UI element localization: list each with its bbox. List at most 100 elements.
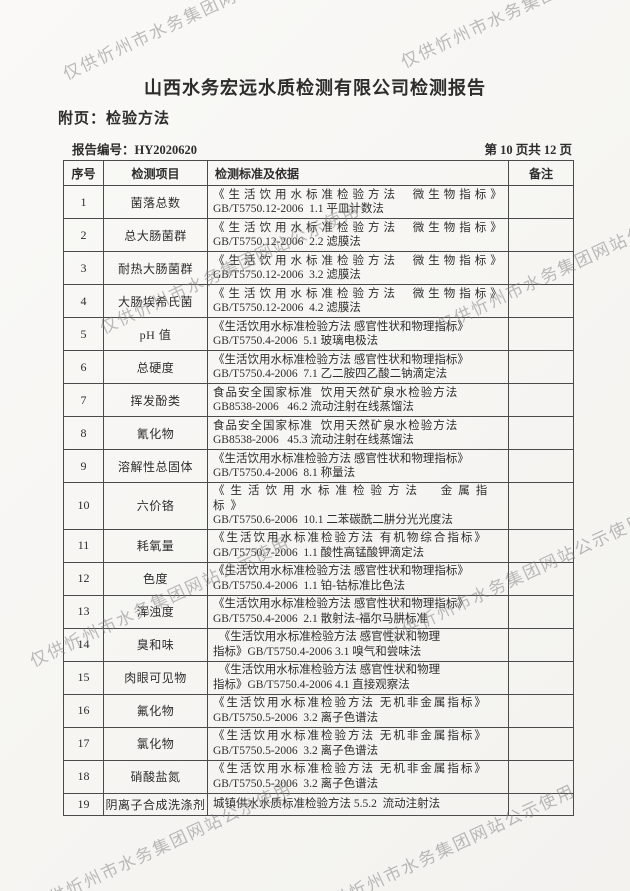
row-number-cell: 5 [63, 317, 104, 351]
standard-basis-cell: 《生活饮用水标准检验方法 感官性状和物理指标》 GB/T5750.4-2006 5… [207, 317, 509, 351]
standard-line-2: GB/T5750.5-2006 3.2 离子色谱法 [213, 744, 379, 757]
note-cell [508, 528, 574, 563]
standard-line-2: 指标》GB/T5750.4-2006 4.1 直接观察法 [213, 678, 410, 691]
test-item-cell: 大肠埃希氏菌 [103, 284, 208, 318]
note-cell [508, 251, 574, 285]
attachment-subtitle: 附页：检验方法 [58, 111, 171, 127]
standard-line-1: 《生活饮用水标准检验方法 感官性状和物理指标》 [213, 320, 469, 333]
standard-line-2: GB/T5750.12-2006 2.2 滤膜法 [213, 236, 361, 248]
row-number-cell: 12 [63, 561, 104, 596]
standard-line-2: GB/T5750.5-2006 3.2 离子色谱法 [213, 777, 379, 790]
table-row: 7 挥发酚类 食品安全国家标准 饮用天然矿泉水检验方法 GB8538-2006 46.… [63, 383, 574, 417]
standard-line-1: 食品安全国家标准 饮用天然矿泉水检验方法 [213, 386, 459, 399]
row-number-cell: 6 [63, 350, 104, 384]
standard-basis-cell: 《生活饮用水标准检验方法 有机物综合指标》 GB/T5750.7-2006 1.1… [207, 528, 509, 563]
row-number-cell: 8 [63, 416, 104, 450]
test-item-cell: 耗氧量 [103, 528, 208, 563]
note-cell [508, 383, 574, 417]
test-item-cell: pH 值 [103, 317, 208, 351]
col-header-index: 序号 [63, 160, 104, 186]
test-item-cell: 总大肠菌群 [103, 218, 208, 252]
row-number-cell: 13 [63, 594, 104, 629]
note-cell [508, 482, 574, 530]
report-meta-row: 报告编号：HY2020620 第 10 页共 12 页 [72, 139, 572, 158]
test-item-cell: 肉眼可见物 [103, 660, 208, 695]
row-number-cell: 3 [63, 251, 104, 285]
note-cell [508, 185, 574, 219]
standard-line-1: 《生活饮用水标准检验方法 感官性状和物理 [213, 664, 441, 676]
standard-line-1: 《生活饮用水标准检验方法 无机非金属指标》 [213, 730, 488, 742]
table-row: 17 氯化物 《生活饮用水标准检验方法 无机非金属指标》 GB/T5750.5-200… [63, 726, 574, 761]
table-row: 18 硝酸盐氮 《生活饮用水标准检验方法 无机非金属指标》 GB/T5750.5-20… [63, 759, 574, 794]
standard-line-2: GB/T5750.4-2006 8.1 称量法 [213, 467, 356, 479]
row-number-cell: 15 [63, 660, 104, 695]
note-cell [508, 416, 574, 450]
table-row: 4 大肠埃希氏菌 《生活饮用水标准检验方法 微生物指标》 GB/T5750.12-20… [63, 284, 574, 318]
standard-line-2: GB/T5750.12-2006 4.2 滤膜法 [213, 302, 361, 314]
standard-basis-cell: 《生活饮用水标准检验方法 微生物指标》 GB/T5750.12-2006 4.2 … [207, 284, 509, 318]
row-number-cell: 17 [63, 726, 104, 761]
standard-basis-cell: 《生活饮用水标准检验方法 感官性状和物理指标》 GB/T5750.4-2006 1… [207, 561, 509, 596]
note-cell [508, 350, 574, 384]
note-cell [508, 726, 574, 761]
page-title: 山西水务宏远水质检测有限公司检测报告 [144, 78, 486, 98]
table-row: 2 总大肠菌群 《生活饮用水标准检验方法 微生物指标》 GB/T5750.12-200… [63, 218, 574, 252]
watermark-text: 仅供忻州市水务集团网站公示使用 [60, 0, 327, 84]
standard-line-1: 《生活饮用水标准检验方法 感官性状和物理指标》 [213, 452, 469, 465]
standard-line-1: 《生活饮用水标准检验方法 微生物指标》 [213, 287, 506, 300]
standard-line-1: 《生活饮用水标准检验方法 有机物综合指标》 [213, 532, 488, 544]
watermark-text: 仅供忻州市水务集团网站公示使用 [398, 0, 630, 72]
note-cell [508, 317, 574, 351]
standard-basis-cell: 《生活饮用水标准检验方法 微生物指标》 GB/T5750.12-2006 1.1 … [207, 185, 509, 219]
standard-line-1: 《生活饮用水标准检验方法 感官性状和物理指标》 [213, 353, 469, 366]
table-row: 10 六价铬 《生活饮用水标准检验方法 金属指标》 GB/T5750.6-2006 1… [63, 482, 574, 530]
table-row: 3 耐热大肠菌群 《生活饮用水标准检验方法 微生物指标》 GB/T5750.12-20… [63, 251, 574, 285]
test-item-cell: 溶解性总固体 [103, 449, 208, 483]
standard-line-1: 食品安全国家标准 饮用天然矿泉水检验方法 [213, 419, 459, 432]
note-cell [508, 792, 574, 816]
row-number-cell: 16 [63, 693, 104, 728]
table-row: 14 臭和味 《生活饮用水标准检验方法 感官性状和物理 指标》GB/T5750.4-… [63, 627, 574, 662]
standard-line-1: 《生活饮用水标准检验方法 无机非金属指标》 [213, 763, 488, 775]
table-row: 11 耗氧量 《生活饮用水标准检验方法 有机物综合指标》 GB/T5750.7-200… [63, 528, 574, 563]
note-cell [508, 284, 574, 318]
methods-table: 序号 检测项目 检测标准及依据 备注 1 菌落总数 《生活饮用水标准检验方法 微生物… [63, 160, 574, 816]
standard-basis-cell: 《生活饮用水标准检验方法 无机非金属指标》 GB/T5750.5-2006 3.2… [207, 693, 509, 728]
standard-line-2: 指标》GB/T5750.4-2006 3.1 嗅气和尝味法 [213, 645, 422, 658]
note-cell [508, 218, 574, 252]
standard-line-1: 城镇供水水质标准检验方法 5.5.2 流动注射法 [213, 797, 441, 810]
standard-line-1: 《生活饮用水标准检验方法 感官性状和物理指标》 [213, 565, 469, 577]
standard-line-2: GB/T5750.4-2006 2.1 散射法-福尔马肼标准 [213, 612, 428, 625]
standard-line-2: GB/T5750.5-2006 3.2 离子色谱法 [213, 711, 379, 724]
row-number-cell: 14 [63, 627, 104, 662]
test-item-cell: 氯化物 [103, 726, 208, 761]
col-header-note: 备注 [508, 160, 574, 186]
standard-line-2: GB/T5750.4-2006 1.1 铂-钴标准比色法 [213, 579, 405, 592]
standard-line-1: 《生活饮用水标准检验方法 感官性状和物理 [213, 631, 441, 643]
standard-basis-cell: 《生活饮用水标准检验方法 无机非金属指标》 GB/T5750.5-2006 3.2… [207, 759, 509, 794]
test-item-cell: 阴离子合成洗涤剂 [103, 792, 208, 816]
standard-line-2: GB/T5750.12-2006 3.2 滤膜法 [213, 269, 361, 281]
note-cell [508, 660, 574, 695]
row-number-cell: 11 [63, 528, 104, 563]
standard-basis-cell: 《生活饮用水标准检验方法 无机非金属指标》 GB/T5750.5-2006 3.2… [207, 726, 509, 761]
col-header-item: 检测项目 [103, 160, 208, 186]
standard-line-1: 《生活饮用水标准检验方法 金属指标》 [213, 485, 494, 512]
row-number-cell: 19 [63, 792, 104, 816]
test-item-cell: 挥发酚类 [103, 383, 208, 417]
standard-line-2: GB8538-2006 45.3 流动注射在线蒸馏法 [213, 434, 414, 446]
standard-line-2: GB/T5750.7-2006 1.1 酸性高锰酸钾滴定法 [213, 546, 425, 559]
row-number-cell: 18 [63, 759, 104, 794]
test-item-cell: 六价铬 [103, 482, 208, 530]
note-cell [508, 594, 574, 629]
table-row: 16 氟化物 《生活饮用水标准检验方法 无机非金属指标》 GB/T5750.5-200… [63, 693, 574, 728]
table-row: 19 阴离子合成洗涤剂 城镇供水水质标准检验方法 5.5.2 流动注射法 [63, 792, 574, 816]
note-cell [508, 759, 574, 794]
standard-basis-cell: 《生活饮用水标准检验方法 感官性状和物理 指标》GB/T5750.4-2006 4… [207, 660, 509, 695]
standard-line-1: 《生活饮用水标准检验方法 微生物指标》 [213, 188, 506, 201]
table-row: 13 浑浊度 《生活饮用水标准检验方法 感官性状和物理指标》 GB/T5750.4-2… [63, 594, 574, 629]
test-item-cell: 浑浊度 [103, 594, 208, 629]
standard-basis-cell: 《生活饮用水标准检验方法 感官性状和物理指标》 GB/T5750.4-2006 7… [207, 350, 509, 384]
table-row: 1 菌落总数 《生活饮用水标准检验方法 微生物指标》 GB/T5750.12-2006… [63, 185, 574, 219]
